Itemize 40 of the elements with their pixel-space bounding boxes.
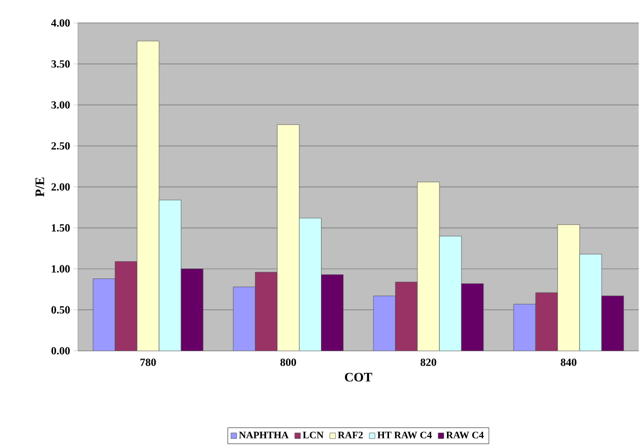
bar xyxy=(439,236,462,351)
x-tick-label: 820 xyxy=(420,358,436,366)
y-tick-label: 2.00 xyxy=(51,183,70,191)
y-tick-label: 3.00 xyxy=(51,101,70,109)
bar xyxy=(114,261,138,351)
y-tick-label: 1.50 xyxy=(52,224,70,232)
bar xyxy=(417,182,440,351)
bar xyxy=(277,124,300,351)
legend-label: NAPHTHA xyxy=(239,432,289,438)
bar xyxy=(461,284,484,351)
legend-label: HT RAW C4 xyxy=(377,432,432,439)
bar xyxy=(233,286,256,351)
bar xyxy=(395,282,418,351)
y-tick-label: 0.00 xyxy=(51,347,70,355)
bar xyxy=(579,254,602,351)
bar xyxy=(136,40,160,351)
bar xyxy=(373,296,396,351)
bar xyxy=(321,274,344,351)
legend-label: LCN xyxy=(302,432,324,438)
bar xyxy=(535,292,558,351)
x-tick-label: 800 xyxy=(280,358,296,366)
bar xyxy=(158,200,182,351)
x-axis-title: COT xyxy=(344,372,372,382)
bar xyxy=(255,272,278,351)
bar xyxy=(557,224,580,351)
bar xyxy=(299,218,322,351)
y-tick-label: 4.00 xyxy=(51,19,70,27)
x-tick-label: 840 xyxy=(560,358,576,366)
y-tick-label: 2.50 xyxy=(51,142,70,150)
bar xyxy=(601,296,624,351)
y-tick-label: 1.00 xyxy=(52,265,70,273)
legend-label: RAF2 xyxy=(338,432,363,438)
y-axis-title: P/E xyxy=(36,178,44,197)
bar xyxy=(92,278,116,351)
y-tick-label: 0.50 xyxy=(51,306,70,314)
legend-label: RAW C4 xyxy=(446,432,484,439)
y-tick-label: 3.50 xyxy=(51,60,70,68)
x-tick-label: 780 xyxy=(140,358,156,366)
bar xyxy=(180,268,204,351)
bar xyxy=(513,304,536,351)
